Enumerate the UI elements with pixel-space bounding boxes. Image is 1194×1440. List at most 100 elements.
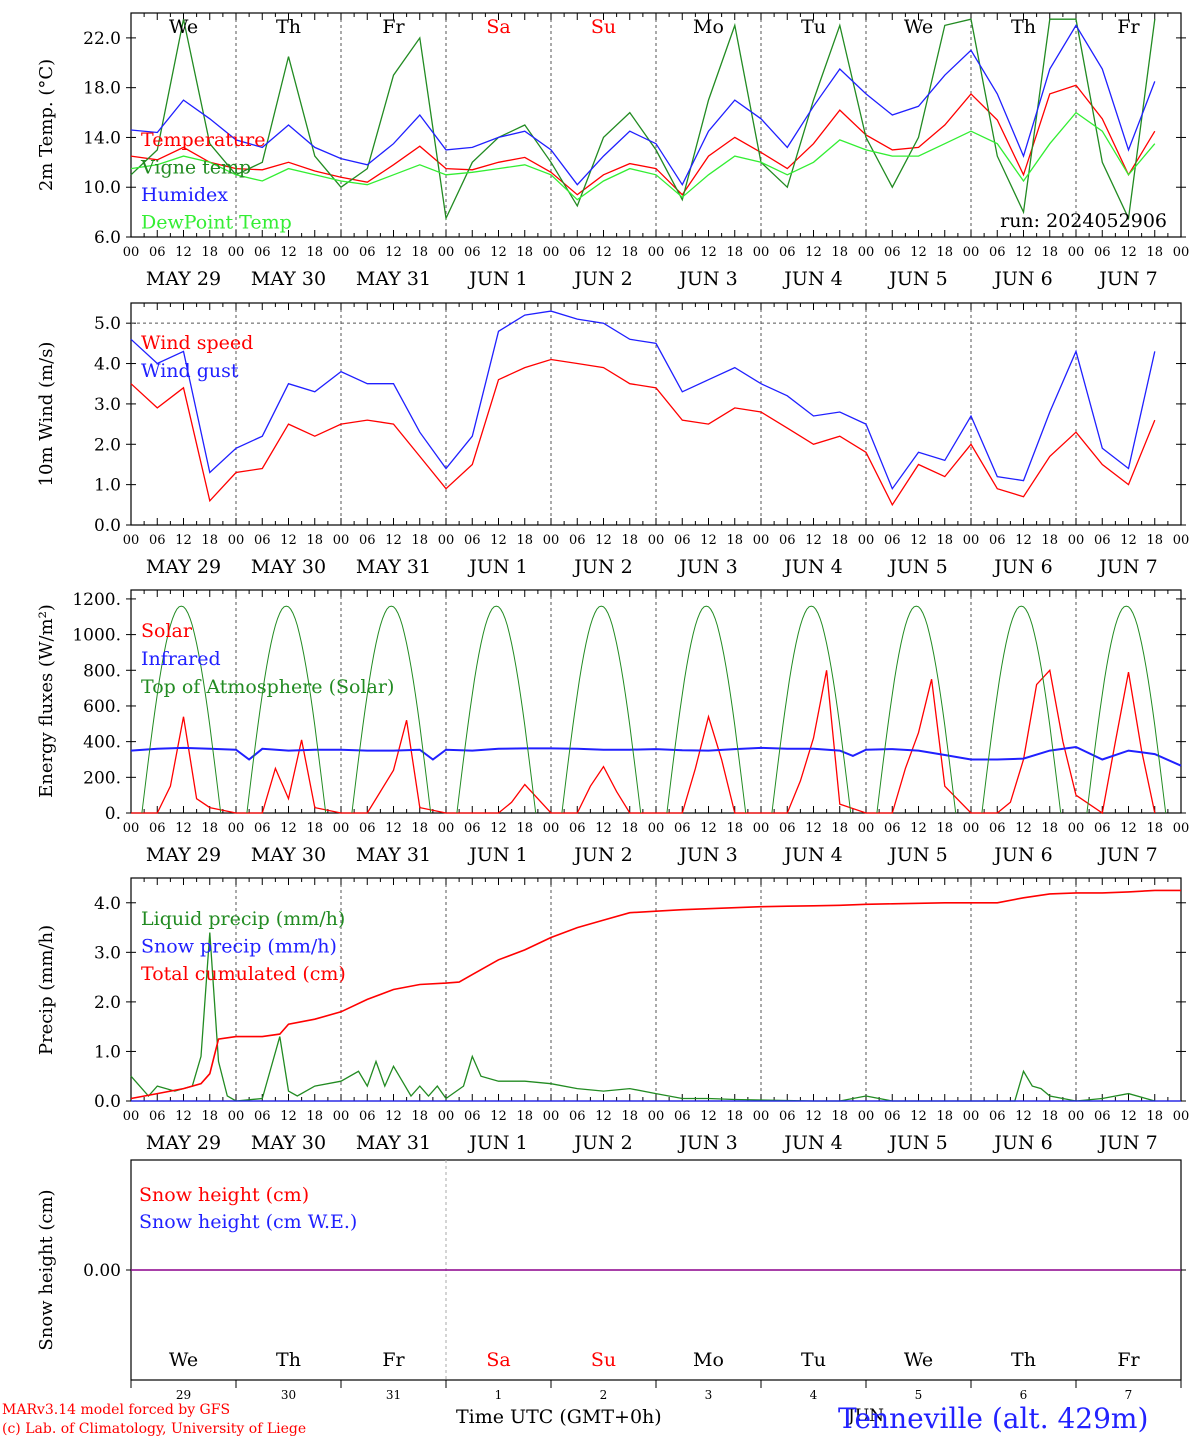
date-label: JUN 3: [677, 1132, 737, 1154]
hour-label: 06: [464, 533, 481, 548]
hour-label: 06: [359, 1109, 376, 1124]
series-line: [130, 358, 1156, 507]
toa-solar-arc: [771, 605, 852, 814]
hour-label: 00: [1173, 821, 1190, 836]
toa-solar-arc: [666, 605, 747, 814]
hour-label: 06: [989, 245, 1006, 260]
hour-label: 18: [411, 245, 428, 260]
hour-label: 18: [411, 821, 428, 836]
hour-label: 06: [254, 245, 271, 260]
toa-solar-arc: [561, 605, 642, 814]
hour-label: 18: [621, 1109, 638, 1124]
date-label: MAY 29: [146, 268, 221, 290]
weekday-label: Tu: [801, 1349, 826, 1371]
y-tick-label: 10.0: [83, 178, 121, 198]
hour-label: 18: [726, 245, 743, 260]
hour-label: 18: [516, 821, 533, 836]
weekday-label: Sa: [486, 16, 510, 38]
hour-label: 06: [359, 245, 376, 260]
hour-label: 06: [1094, 821, 1111, 836]
hour-label: 12: [910, 821, 927, 836]
hour-label: 12: [910, 245, 927, 260]
weekday-label: Fr: [382, 1349, 405, 1371]
hour-label: 06: [569, 533, 586, 548]
hour-label: 18: [831, 1109, 848, 1124]
hour-label: 12: [280, 1109, 297, 1124]
weekday-label: We: [904, 16, 933, 38]
hour-label: 18: [1146, 1109, 1163, 1124]
y-tick-label: 0.0: [94, 1092, 121, 1112]
weekday-label: Fr: [1117, 1349, 1140, 1371]
y-tick-label: 2.0: [94, 435, 121, 455]
hour-label: 00: [438, 245, 455, 260]
hour-label: 18: [306, 245, 323, 260]
day-number-label: 5: [915, 1388, 923, 1402]
series-line: [130, 84, 1156, 196]
hour-label: 00: [648, 245, 665, 260]
hour-label: 00: [543, 821, 560, 836]
hour-label: 00: [228, 821, 245, 836]
legend-entry: Humidex: [141, 184, 228, 206]
hour-label: 06: [254, 533, 271, 548]
hour-label: 06: [884, 1109, 901, 1124]
hour-label: 00: [123, 821, 140, 836]
hour-label: 00: [438, 1109, 455, 1124]
hour-label: 12: [910, 1109, 927, 1124]
hour-label: 00: [438, 821, 455, 836]
y-axis-label: Snow height (cm): [36, 1189, 57, 1350]
date-label: JUN 6: [992, 556, 1052, 578]
hour-label: 00: [333, 1109, 350, 1124]
hour-label: 18: [936, 245, 953, 260]
hour-label: 12: [175, 533, 192, 548]
y-tick-label: 600.: [83, 697, 121, 717]
weekday-label: Su: [591, 1349, 616, 1371]
hour-label: 06: [464, 245, 481, 260]
y-tick-label: 5.0: [94, 314, 121, 334]
hour-label: 06: [464, 821, 481, 836]
date-label: MAY 31: [356, 1132, 431, 1154]
y-tick-label: 800.: [83, 661, 121, 681]
hour-label: 00: [1173, 1109, 1190, 1124]
date-label: JUN 3: [677, 268, 737, 290]
hour-label: 12: [1015, 245, 1032, 260]
hour-label: 12: [490, 821, 507, 836]
date-label: JUN 2: [572, 844, 632, 866]
date-label: JUN 4: [782, 556, 842, 578]
toa-solar-arc: [1086, 605, 1167, 814]
hour-label: 06: [884, 821, 901, 836]
hour-label: 18: [621, 533, 638, 548]
y-tick-label: 4.0: [94, 894, 121, 914]
weekday-label: Tu: [801, 16, 826, 38]
hour-label: 18: [936, 821, 953, 836]
hour-label: 12: [175, 245, 192, 260]
hour-label: 18: [621, 245, 638, 260]
hour-label: 18: [1146, 533, 1163, 548]
y-tick-label: 1.0: [94, 476, 121, 496]
date-label: JUN 5: [887, 844, 947, 866]
hour-label: 00: [753, 533, 770, 548]
hour-label: 12: [490, 245, 507, 260]
hour-label: 06: [674, 821, 691, 836]
y-axis-label: Energy fluxes (W/m²): [36, 604, 57, 798]
y-tick-label: 0.: [105, 804, 121, 824]
date-label: JUN 7: [1097, 268, 1157, 290]
hour-label: 18: [306, 1109, 323, 1124]
y-tick-label: 4.0: [94, 355, 121, 375]
hour-label: 18: [621, 821, 638, 836]
hour-label: 12: [280, 245, 297, 260]
date-label: JUN 4: [782, 1132, 842, 1154]
hour-label: 00: [333, 533, 350, 548]
hour-label: 06: [149, 245, 166, 260]
hour-label: 00: [543, 245, 560, 260]
hour-label: 12: [910, 533, 927, 548]
date-label: JUN 4: [782, 268, 842, 290]
y-tick-label: 1.0: [94, 1042, 121, 1062]
hour-label: 06: [779, 245, 796, 260]
date-label: JUN 6: [992, 1132, 1052, 1154]
date-label: JUN 1: [467, 844, 527, 866]
series-line: [130, 24, 1156, 187]
run-annotation: run: 2024052906: [1000, 210, 1167, 232]
hour-label: 18: [831, 245, 848, 260]
date-label: MAY 30: [251, 268, 326, 290]
hour-label: 00: [858, 245, 875, 260]
